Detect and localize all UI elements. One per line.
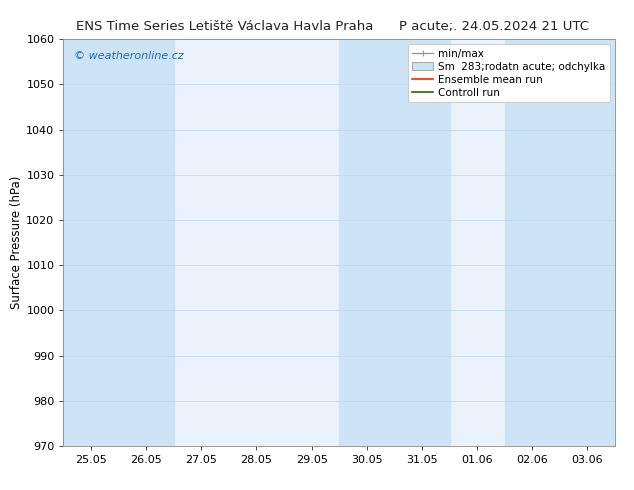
- Y-axis label: Surface Pressure (hPa): Surface Pressure (hPa): [11, 176, 23, 309]
- Text: © weatheronline.cz: © weatheronline.cz: [74, 51, 184, 61]
- Text: P acute;. 24.05.2024 21 UTC: P acute;. 24.05.2024 21 UTC: [399, 20, 590, 33]
- Text: ENS Time Series Letiště Václava Havla Praha: ENS Time Series Letiště Václava Havla Pr…: [76, 20, 373, 33]
- Bar: [339, 39, 450, 446]
- Legend: min/max, Sm  283;rodatn acute; odchylka, Ensemble mean run, Controll run: min/max, Sm 283;rodatn acute; odchylka, …: [408, 45, 610, 102]
- Bar: [63, 39, 174, 446]
- Bar: [505, 39, 615, 446]
